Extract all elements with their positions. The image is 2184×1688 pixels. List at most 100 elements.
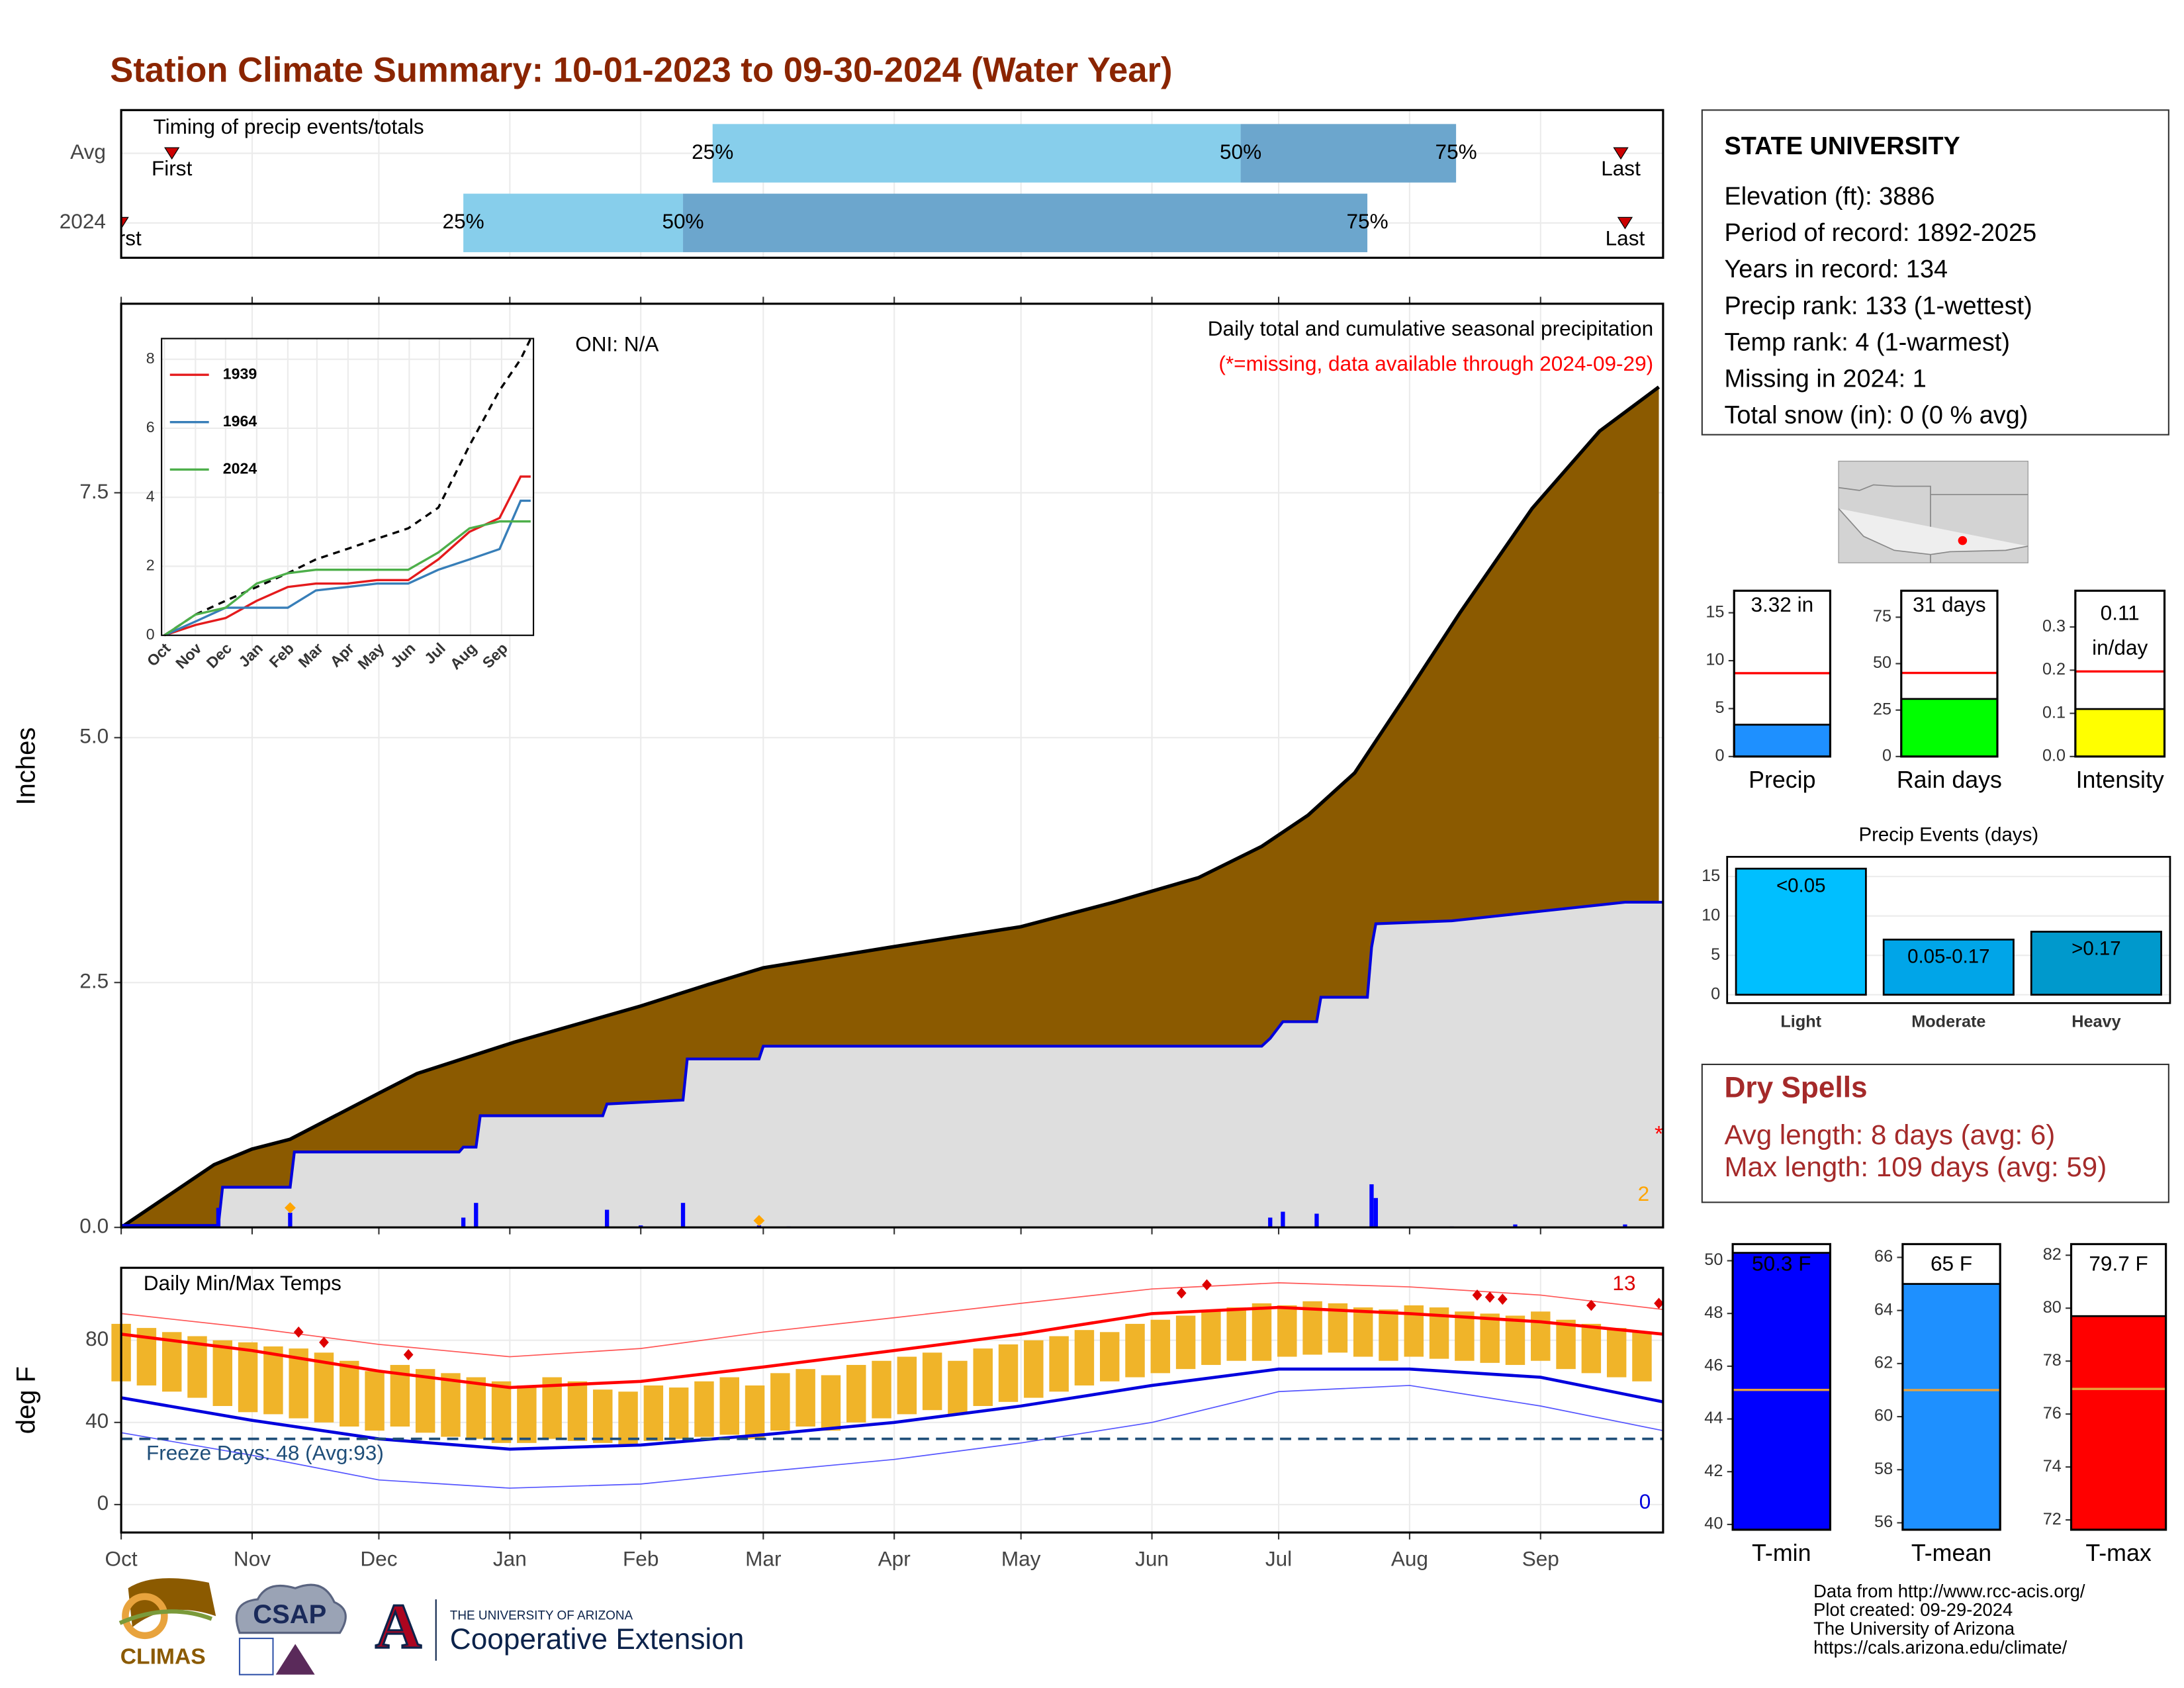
y-tick-label: 72 [2043,1510,2062,1528]
event-marker [121,216,129,230]
y-tick-label: 6 [146,418,155,436]
legend-label: 1939 [223,365,257,382]
timing-bar [463,193,684,252]
temp-range-bar [542,1377,562,1439]
y-tick-label: 40 [85,1409,109,1432]
temp-range-bar [1581,1323,1602,1374]
y-tick-label: 75 [1873,607,1891,626]
x-tick-label: May [1001,1547,1041,1571]
temp-range-bar [1277,1305,1297,1357]
x-tick-label: Heavy [2071,1012,2120,1031]
temp-range-bar [668,1387,689,1439]
temp-range-bar [340,1360,359,1427]
percent-label: 50% [662,209,704,233]
ua-logo: A THE UNIVERSITY OF ARIZONA Cooperative … [374,1589,745,1662]
value-label: 3.32 in [1751,592,1813,616]
bar-label: >0.17 [2071,938,2121,960]
temp-range-bar [948,1360,968,1415]
value-label: 65 F [1931,1251,1972,1275]
panel-border [120,1266,1664,1534]
bar [2070,1315,2167,1531]
logo-text: Cooperative Extension [450,1623,745,1656]
y-tick-label: 78 [2043,1351,2062,1370]
temp-range-bar [796,1369,815,1427]
temp-range-bar [212,1340,233,1406]
record-high-count: 13 [1612,1271,1635,1295]
event-bar [1882,939,2015,996]
x-tick-label: Jul [1265,1547,1292,1571]
temp-range-bar [643,1385,664,1441]
daily-bar [1314,1213,1319,1228]
current-area [121,902,1663,1228]
info-line: Period of record: 1892-2025 [1724,219,2036,247]
percent-label: 50% [1220,140,1261,164]
panel-border [1733,589,1832,758]
temp-range-bar [922,1352,942,1411]
panel-border [1726,855,2171,1004]
temp-range-bar [187,1336,207,1398]
daily-bar [1281,1211,1285,1228]
credit-line: https://cals.arizona.edu/climate/ [1813,1637,2067,1658]
bar-label: 0.05-0.17 [1907,946,1989,968]
daily-bar [1513,1224,1518,1228]
bar [1901,1283,2001,1531]
value-label: 0.11 [2101,601,2140,625]
daily-bar [474,1203,478,1228]
x-tick-label: T-mean [1911,1540,1991,1566]
temp-range-bar [694,1381,714,1437]
unit-label: in/day [2092,635,2148,659]
logo-text: CSAP [253,1600,326,1629]
x-tick-label: Nov [234,1547,271,1571]
temp-range-bar [1049,1336,1069,1392]
low-line [120,1385,1664,1489]
temp-range-bar [872,1360,891,1419]
y-tick-label: 46 [1704,1356,1723,1375]
y-tick-label: 64 [1874,1300,1893,1319]
y-tick-label: 76 [2043,1404,2062,1423]
y-tick-label: 0 [1882,747,1891,765]
avg-max [120,1305,1664,1389]
event-label: Last [1601,156,1641,180]
y-tick-label: 0.0 [2042,747,2066,765]
page-title: Station Climate Summary: 10-01-2023 to 0… [110,50,1172,89]
y-tick-label: 56 [1874,1513,1893,1531]
x-tick-label: Light [1780,1012,1821,1031]
annotation: Daily total and cumulative seasonal prec… [1208,316,1653,340]
logo-text: CLIMAS [120,1644,206,1669]
temp-range-bar [1455,1311,1475,1361]
daily-bar [216,1207,221,1228]
csap-logo: CSAP [235,1583,347,1675]
snow-point [284,1202,296,1214]
panel-border [1900,589,1999,758]
x-tick-label: Apr [878,1547,911,1571]
logo-text: THE UNIVERSITY OF ARIZONA [450,1609,633,1622]
y-tick-label: 5 [1711,945,1720,964]
y-tick-label: 58 [1874,1460,1893,1478]
bar [2074,708,2165,758]
temp-range-bar [1175,1315,1196,1370]
y-tick-label: 7.5 [79,479,109,503]
event-label: First [101,226,142,250]
panel-title: Timing of precip events/totals [154,115,424,138]
record-high [293,1326,304,1338]
y-tick-label: 0 [1715,747,1724,765]
record-low-count: 0 [1639,1489,1651,1513]
daily-bar [1369,1184,1374,1228]
y-tick-label: 10 [1702,906,1720,924]
credit-line: Plot created: 09-29-2024 [1813,1599,2013,1620]
legend-label: 1964 [223,412,257,430]
y-tick-label: 8 [146,350,155,367]
y-tick-label: 80 [85,1327,109,1350]
dry-spell-line: Max length: 109 days (avg: 59) [1724,1151,2107,1182]
temp-range-bar [998,1344,1019,1402]
legend-label: 2024 [223,459,257,477]
y-tick-label: 0.3 [2042,617,2066,635]
temp-range-bar [1226,1307,1246,1361]
station-name: STATE UNIVERSITY [1724,132,1960,160]
temp-range-bar [1099,1332,1120,1382]
locator-map [1838,461,2028,563]
temp-range-bar [1353,1307,1373,1357]
y-tick-label: 2 [146,557,155,574]
annotation: (*=missing, data available through 2024-… [1218,352,1653,375]
